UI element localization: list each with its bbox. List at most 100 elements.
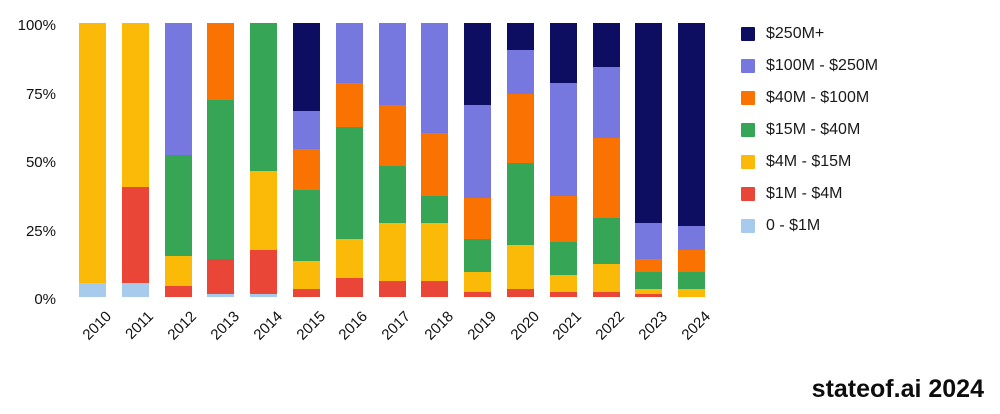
bar-segment: [207, 23, 235, 100]
bar-segment: [635, 23, 663, 224]
bar-segment: [164, 154, 192, 256]
bar-2011: [121, 23, 149, 297]
bar-2021: [549, 23, 577, 297]
legend-swatch-icon: [741, 59, 755, 73]
legend-label: $250M+: [766, 25, 825, 42]
bar-segment: [293, 23, 320, 111]
bar-segment: [293, 149, 320, 191]
bar-segment: [507, 288, 534, 297]
bar-segment: [421, 23, 449, 133]
bar-segment: [549, 242, 577, 276]
bar-segment: [250, 23, 278, 171]
bar-segment: [592, 264, 620, 292]
bar-2022: [592, 23, 620, 297]
bar-segment: [464, 272, 492, 292]
bar-segment: [678, 225, 706, 251]
bar-segment: [507, 50, 534, 95]
bar-segment: [164, 255, 192, 287]
bar-segment: [164, 286, 192, 297]
bar-segment: [549, 275, 577, 292]
bar-segment: [678, 288, 706, 297]
bar-segment: [635, 223, 663, 259]
bar-2020: [507, 23, 534, 297]
bar-segment: [549, 23, 577, 84]
bar-segment: [335, 83, 363, 128]
bar-segment: [121, 283, 149, 297]
bar-segment: [293, 190, 320, 262]
bar-segment: [335, 277, 363, 297]
bar-segment: [121, 23, 149, 188]
legend-swatch-icon: [741, 123, 755, 137]
bar-2012: [164, 23, 192, 297]
bar-segment: [121, 187, 149, 284]
bar-segment: [421, 223, 449, 281]
bar-segment: [421, 280, 449, 297]
bar-2024: [678, 23, 706, 297]
bar-segment: [678, 23, 706, 226]
legend-swatch-icon: [741, 27, 755, 41]
bar-segment: [592, 23, 620, 67]
bar-2017: [378, 23, 406, 297]
bar-2013: [207, 23, 235, 297]
bar-segment: [293, 288, 320, 297]
bar-segment: [335, 23, 363, 84]
y-tick-label: 25%: [25, 222, 56, 240]
bar-segment: [79, 23, 106, 284]
bar-segment: [335, 239, 363, 278]
legend-item: $250M+: [741, 18, 878, 50]
bar-segment: [635, 258, 663, 273]
bar-segment: [293, 110, 320, 150]
bar-2014: [250, 23, 278, 297]
bar-segment: [549, 83, 577, 196]
bar-2023: [635, 23, 663, 297]
legend-label: 0 - $1M: [766, 217, 821, 234]
bar-segment: [464, 105, 492, 199]
y-tick-label: 50%: [25, 154, 56, 171]
bar-segment: [635, 288, 663, 295]
bar-segment: [549, 195, 577, 243]
bar-2018: [421, 23, 449, 297]
source-label: stateof.ai 2024: [811, 375, 984, 403]
bar-segment: [678, 250, 706, 273]
bar-segment: [507, 94, 534, 163]
bar-segment: [378, 280, 406, 297]
legend-swatch-icon: [741, 219, 755, 233]
legend-item: $15M - $40M: [741, 114, 878, 146]
bar-segment: [207, 258, 235, 295]
bar-segment: [464, 239, 492, 273]
bar-segment: [464, 291, 492, 297]
legend-item: $40M - $100M: [741, 82, 878, 114]
legend-item: $1M - $4M: [741, 178, 878, 210]
bar-segment: [678, 272, 706, 289]
legend-swatch-icon: [741, 187, 755, 201]
legend-item: $100M - $250M: [741, 50, 878, 82]
bar-segment: [592, 291, 620, 297]
legend-swatch-icon: [741, 155, 755, 169]
bar-segment: [293, 261, 320, 289]
bar-segment: [592, 138, 620, 218]
bar-segment: [464, 23, 492, 106]
plot-area: [79, 23, 719, 297]
legend-label: $15M - $40M: [766, 121, 861, 138]
bar-segment: [207, 294, 235, 297]
bar-segment: [250, 170, 278, 251]
legend: $250M+ $100M - $250M $40M - $100M $15M - $4…: [741, 18, 878, 242]
bar-2015: [293, 23, 320, 297]
legend-swatch-icon: [741, 91, 755, 105]
bar-2019: [464, 23, 492, 297]
y-tick-label: 75%: [25, 85, 56, 103]
bar-segment: [464, 198, 492, 240]
bar-segment: [250, 294, 278, 297]
bar-segment: [592, 217, 620, 265]
legend-label: $1M - $4M: [766, 185, 843, 202]
bar-segment: [507, 23, 534, 51]
bar-segment: [592, 66, 620, 139]
bar-segment: [207, 99, 235, 259]
bar-segment: [164, 23, 192, 155]
bar-segment: [378, 105, 406, 166]
bar-segment: [378, 223, 406, 281]
bar-segment: [378, 23, 406, 106]
bar-segment: [250, 250, 278, 295]
legend-item: 0 - $1M: [741, 210, 878, 242]
